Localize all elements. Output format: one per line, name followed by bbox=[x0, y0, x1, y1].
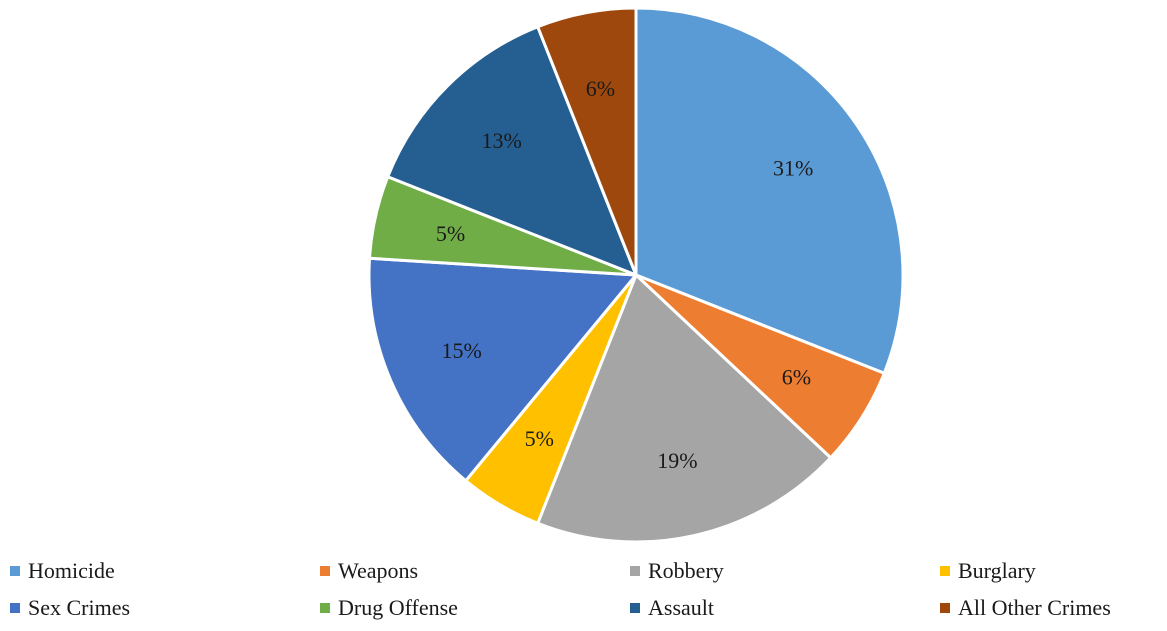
legend-label-sex-crimes: Sex Crimes bbox=[28, 595, 131, 620]
legend-item-sex-crimes: Sex Crimes bbox=[10, 593, 130, 623]
legend-item-weapons: Weapons bbox=[320, 556, 418, 586]
legend-swatch-sex-crimes bbox=[10, 603, 20, 613]
pie-slice-assault bbox=[386, 25, 638, 277]
legend-item-burglary: Burglary bbox=[940, 556, 1036, 586]
legend-item-assault: Assault bbox=[630, 593, 714, 623]
pie-slice-homicide bbox=[634, 6, 905, 375]
data-label-sex-crimes: 15% bbox=[441, 338, 481, 363]
legend-label-burglary: Burglary bbox=[958, 558, 1036, 583]
pie-slices bbox=[367, 6, 905, 544]
data-label-robbery: 19% bbox=[657, 448, 697, 473]
data-label-assault: 13% bbox=[481, 128, 521, 153]
pie-chart: 31% 6% 19% 5% 15% 5% 13% 6% bbox=[367, 6, 905, 544]
legend-label-all-other-crimes: All Other Crimes bbox=[958, 595, 1111, 620]
legend-item-all-other-crimes: All Other Crimes bbox=[940, 593, 1111, 623]
pie-labels: 31% 6% 19% 5% 15% 5% 13% 6% bbox=[436, 76, 813, 473]
data-label-burglary: 5% bbox=[525, 426, 554, 451]
legend-swatch-assault bbox=[630, 603, 640, 613]
legend-label-weapons: Weapons bbox=[338, 558, 419, 583]
legend-swatch-drug-offense bbox=[320, 603, 330, 613]
data-label-homicide: 31% bbox=[773, 156, 813, 181]
legend-item-drug-offense: Drug Offense bbox=[320, 593, 458, 623]
legend-swatch-all-other-crimes bbox=[940, 603, 950, 613]
chart-legend: Homicide Weapons Robbery Burglary Sex Crimes… bbox=[0, 556, 1167, 631]
legend-label-homicide: Homicide bbox=[28, 558, 115, 583]
legend-label-assault: Assault bbox=[648, 595, 714, 620]
legend-swatch-burglary bbox=[940, 566, 950, 576]
data-label-all-other-crimes: 6% bbox=[586, 76, 615, 101]
legend-item-homicide: Homicide bbox=[10, 556, 115, 586]
legend-label-drug-offense: Drug Offense bbox=[338, 595, 458, 620]
data-label-drug-offense: 5% bbox=[436, 221, 465, 246]
legend-swatch-homicide bbox=[10, 566, 20, 576]
pie-slice-sex-crimes bbox=[367, 256, 638, 483]
legend-label-robbery: Robbery bbox=[648, 558, 724, 583]
legend-swatch-weapons bbox=[320, 566, 330, 576]
legend-swatch-robbery bbox=[630, 566, 640, 576]
data-label-weapons: 6% bbox=[782, 364, 811, 389]
legend-item-robbery: Robbery bbox=[630, 556, 724, 586]
pie-slice-all-other-crimes bbox=[536, 6, 638, 277]
